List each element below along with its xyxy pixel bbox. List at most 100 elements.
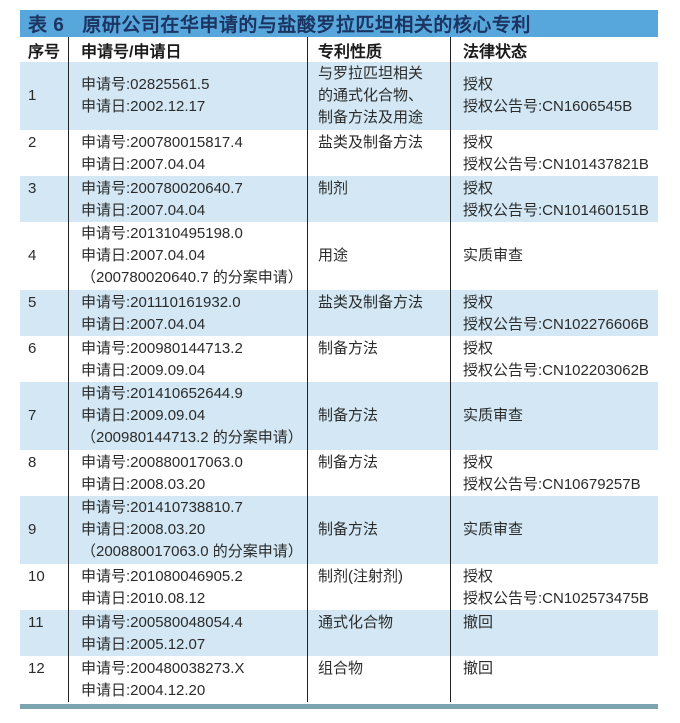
application-cell: 申请号:200980144713.2 申请日:2009.09.04 <box>68 336 307 382</box>
nature-line: 用途 <box>318 247 349 264</box>
status-line: 授权公告号:CN101437821B <box>463 156 649 173</box>
header-cell-nature: 专利性质 <box>307 37 450 62</box>
application-line: 申请日:2005.12.07 <box>81 636 206 653</box>
application-line: 申请日:2009.09.04 <box>81 407 206 424</box>
status-cell: 授权 授权公告号:CN10679257B <box>450 450 658 496</box>
status-cell: 授权授权公告号:CN101460151B <box>450 176 658 222</box>
application-cell: 申请号:200580048054.4 申请日:2005.12.07 <box>68 610 307 656</box>
application-line: 申请号:201310495198.0 <box>81 225 243 242</box>
status-cell: 撤回 <box>450 656 658 702</box>
status-cell: 实质审查 <box>450 382 658 450</box>
table-header-row: 序号 申请号/申请日 专利性质 法律状态 <box>20 37 658 62</box>
row-number-cell: 7 <box>20 382 68 450</box>
application-line: 申请日:2008.03.20 <box>81 476 206 493</box>
status-line: 撤回 <box>463 660 494 677</box>
application-cell: 申请号:201110161932.0 申请日:2007.04.04 <box>68 290 307 336</box>
table-row: 4 申请号:201310495198.0 申请日:2007.04.04 （200780… <box>20 222 658 290</box>
row-number: 4 <box>28 247 37 264</box>
table-row: 6 申请号:200980144713.2 申请日:2009.09.04 制备方法 授权授… <box>20 336 658 382</box>
status-cell: 授权授权公告号:CN1606545B <box>450 62 658 130</box>
application-line: 申请号:201410652644.9 <box>81 385 243 402</box>
table-row: 8 申请号:200880017063.0 申请日:2008.03.20 制备方法 授权授… <box>20 450 658 496</box>
nature-cell: 通式化合物 <box>307 610 450 656</box>
status-cell: 实质审查 <box>450 496 658 564</box>
nature-cell: 制备方法 <box>307 336 450 382</box>
status-cell: 授权授权公告号:CN102203062B <box>450 336 658 382</box>
application-line: 申请日:2002.12.17 <box>81 98 206 115</box>
status-line: 授权公告号:CN101460151B <box>463 202 649 219</box>
table-number-label: 表 6 <box>28 15 65 36</box>
row-number: 6 <box>28 340 37 357</box>
application-line: （200980144713.2 的分案申请） <box>81 429 303 446</box>
application-line: 申请日:2010.08.12 <box>81 590 206 607</box>
status-cell: 授权 授权公告号:CN102276606B <box>450 290 658 336</box>
header-label-nature: 专利性质 <box>318 43 383 61</box>
nature-line: 盐类及制备方法 <box>318 294 424 311</box>
status-line: 授权公告号:CN102203062B <box>463 362 649 379</box>
row-number-cell: 1 <box>20 62 68 130</box>
application-line: 申请日:2007.04.04 <box>81 202 206 219</box>
row-number-cell: 12 <box>20 656 68 702</box>
table-bottom-rule <box>20 704 658 709</box>
table-row: 7 申请号:201410652644.9 申请日:2009.09.04 （200980… <box>20 382 658 450</box>
application-line: 申请号:201080046905.2 <box>81 568 243 585</box>
nature-cell: 制备方法 <box>307 496 450 564</box>
nature-line: 制备方法 <box>318 521 379 538</box>
nature-line: 盐类及制备方法 <box>318 134 424 151</box>
nature-cell: 盐类及制备方法 <box>307 290 450 336</box>
application-line: （200780020640.7 的分案申请） <box>81 269 303 286</box>
row-number-cell: 4 <box>20 222 68 290</box>
nature-cell: 与罗拉匹坦相关 的通式化合物、 制备方法及用途 <box>307 62 450 130</box>
nature-cell: 制备方法 <box>307 450 450 496</box>
row-number-cell: 6 <box>20 336 68 382</box>
status-line: 授权公告号:CN10679257B <box>463 476 641 493</box>
status-line: 授权公告号:CN102276606B <box>463 316 649 333</box>
application-line: 申请号:200880017063.0 <box>81 454 243 471</box>
table-row: 1 申请号:02825561.5 申请日:2002.12.17 与罗拉匹坦相关 的通式化… <box>20 62 658 130</box>
application-line: 申请日:2008.03.20 <box>81 521 206 538</box>
table-row: 10 申请号:201080046905.2 申请日:2010.08.12 制剂(注射剂… <box>20 564 658 610</box>
row-number: 10 <box>28 568 45 585</box>
row-number: 3 <box>28 180 37 197</box>
status-line: 授权 <box>463 76 494 93</box>
table-row: 12 申请号:200480038273.X 申请日:2004.12.20 组合物 撤回 <box>20 656 658 702</box>
status-line: 授权公告号:CN1606545B <box>463 98 633 115</box>
nature-cell: 制剂(注射剂) <box>307 564 450 610</box>
status-cell: 撤回 <box>450 610 658 656</box>
application-line: 申请日:2007.04.04 <box>81 156 206 173</box>
application-line: 申请日:2009.09.04 <box>81 362 206 379</box>
table-title: 原研公司在华申请的与盐酸罗拉匹坦相关的核心专利 <box>82 15 531 36</box>
application-line: 申请号:200480038273.X <box>81 660 245 677</box>
header-label-application: 申请号/申请日 <box>81 43 182 61</box>
application-line: 申请号:200780020640.7 <box>81 180 243 197</box>
application-line: 申请号:201110161932.0 <box>81 294 241 311</box>
nature-cell: 制剂 <box>307 176 450 222</box>
header-label-no: 序号 <box>28 43 61 61</box>
status-line: 授权 <box>463 180 494 197</box>
status-line: 授权 <box>463 340 494 357</box>
nature-cell: 用途 <box>307 222 450 290</box>
row-number-cell: 8 <box>20 450 68 496</box>
row-number-cell: 2 <box>20 130 68 176</box>
nature-cell: 组合物 <box>307 656 450 702</box>
status-cell: 授权 授权公告号:CN102573475B <box>450 564 658 610</box>
row-number: 12 <box>28 660 45 677</box>
row-number-cell: 11 <box>20 610 68 656</box>
nature-line: 制备方法及用途 <box>318 109 424 126</box>
header-label-status: 法律状态 <box>463 43 528 61</box>
status-line: 撤回 <box>463 614 494 631</box>
header-cell-application: 申请号/申请日 <box>68 37 307 62</box>
application-line: 申请日:2007.04.04 <box>81 316 206 333</box>
row-number: 9 <box>28 521 37 538</box>
status-cell: 实质审查 <box>450 222 658 290</box>
status-line: 实质审查 <box>463 521 524 538</box>
status-line: 授权 <box>463 134 494 151</box>
nature-line: 与罗拉匹坦相关 <box>318 65 424 82</box>
status-line: 实质审查 <box>463 407 524 424</box>
row-number: 8 <box>28 454 37 471</box>
nature-line: 制备方法 <box>318 340 379 357</box>
application-line: 申请号:200580048054.4 <box>81 614 243 631</box>
row-number: 2 <box>28 134 37 151</box>
application-cell: 申请号:200880017063.0 申请日:2008.03.20 <box>68 450 307 496</box>
